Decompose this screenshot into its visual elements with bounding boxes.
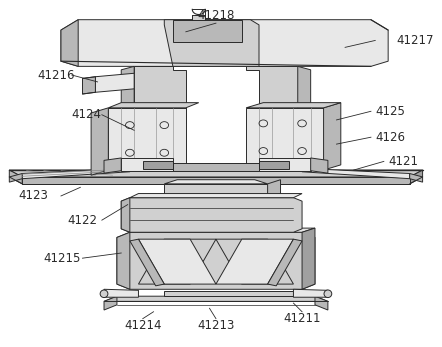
Polygon shape — [9, 174, 22, 182]
Polygon shape — [95, 73, 134, 92]
Polygon shape — [9, 170, 423, 177]
Polygon shape — [22, 168, 130, 179]
Polygon shape — [104, 296, 117, 310]
Polygon shape — [104, 296, 328, 302]
Text: 41216: 41216 — [37, 68, 75, 82]
Polygon shape — [410, 170, 423, 184]
Polygon shape — [138, 239, 216, 284]
Polygon shape — [104, 158, 121, 173]
Polygon shape — [117, 232, 130, 289]
Polygon shape — [130, 228, 315, 232]
Polygon shape — [164, 291, 302, 296]
Polygon shape — [121, 198, 302, 232]
Polygon shape — [104, 289, 138, 297]
Polygon shape — [91, 108, 108, 175]
Polygon shape — [121, 158, 173, 171]
Text: 41217: 41217 — [397, 34, 434, 47]
Text: 4123: 4123 — [18, 189, 48, 202]
Text: 41218: 41218 — [197, 9, 235, 22]
Polygon shape — [216, 239, 293, 284]
Polygon shape — [134, 66, 186, 124]
Polygon shape — [130, 239, 164, 286]
Polygon shape — [315, 296, 328, 310]
Text: 4122: 4122 — [68, 214, 97, 227]
Polygon shape — [324, 103, 341, 170]
Polygon shape — [298, 66, 311, 129]
Text: 4121: 4121 — [388, 155, 418, 168]
Polygon shape — [311, 158, 328, 173]
Text: 4126: 4126 — [375, 131, 405, 144]
Text: 4125: 4125 — [375, 105, 405, 118]
Polygon shape — [121, 198, 130, 232]
Ellipse shape — [324, 290, 332, 298]
Polygon shape — [121, 66, 134, 129]
Polygon shape — [164, 180, 267, 184]
Polygon shape — [259, 161, 289, 169]
Polygon shape — [246, 103, 341, 108]
Text: 4124: 4124 — [72, 108, 102, 121]
Polygon shape — [108, 108, 186, 170]
Polygon shape — [83, 77, 95, 94]
Polygon shape — [302, 228, 315, 289]
Polygon shape — [117, 232, 315, 289]
Polygon shape — [147, 163, 285, 171]
Polygon shape — [293, 289, 328, 297]
Polygon shape — [246, 66, 298, 124]
Text: 41211: 41211 — [283, 312, 321, 325]
Polygon shape — [410, 174, 423, 182]
Polygon shape — [267, 180, 281, 198]
Polygon shape — [267, 239, 302, 286]
Polygon shape — [61, 20, 388, 66]
Polygon shape — [9, 170, 22, 184]
Polygon shape — [164, 20, 259, 66]
Polygon shape — [143, 161, 173, 169]
Polygon shape — [192, 15, 205, 20]
Polygon shape — [259, 158, 311, 171]
Text: 41214: 41214 — [124, 319, 161, 332]
Polygon shape — [246, 108, 324, 170]
Polygon shape — [173, 20, 242, 42]
Polygon shape — [22, 177, 410, 184]
Polygon shape — [302, 168, 410, 179]
Text: 41215: 41215 — [44, 252, 81, 265]
Ellipse shape — [100, 290, 108, 298]
Polygon shape — [130, 194, 302, 198]
Polygon shape — [216, 239, 293, 284]
Polygon shape — [108, 103, 199, 108]
Polygon shape — [164, 184, 267, 198]
Text: 41213: 41213 — [197, 319, 235, 332]
Polygon shape — [138, 239, 216, 284]
Polygon shape — [61, 20, 78, 66]
